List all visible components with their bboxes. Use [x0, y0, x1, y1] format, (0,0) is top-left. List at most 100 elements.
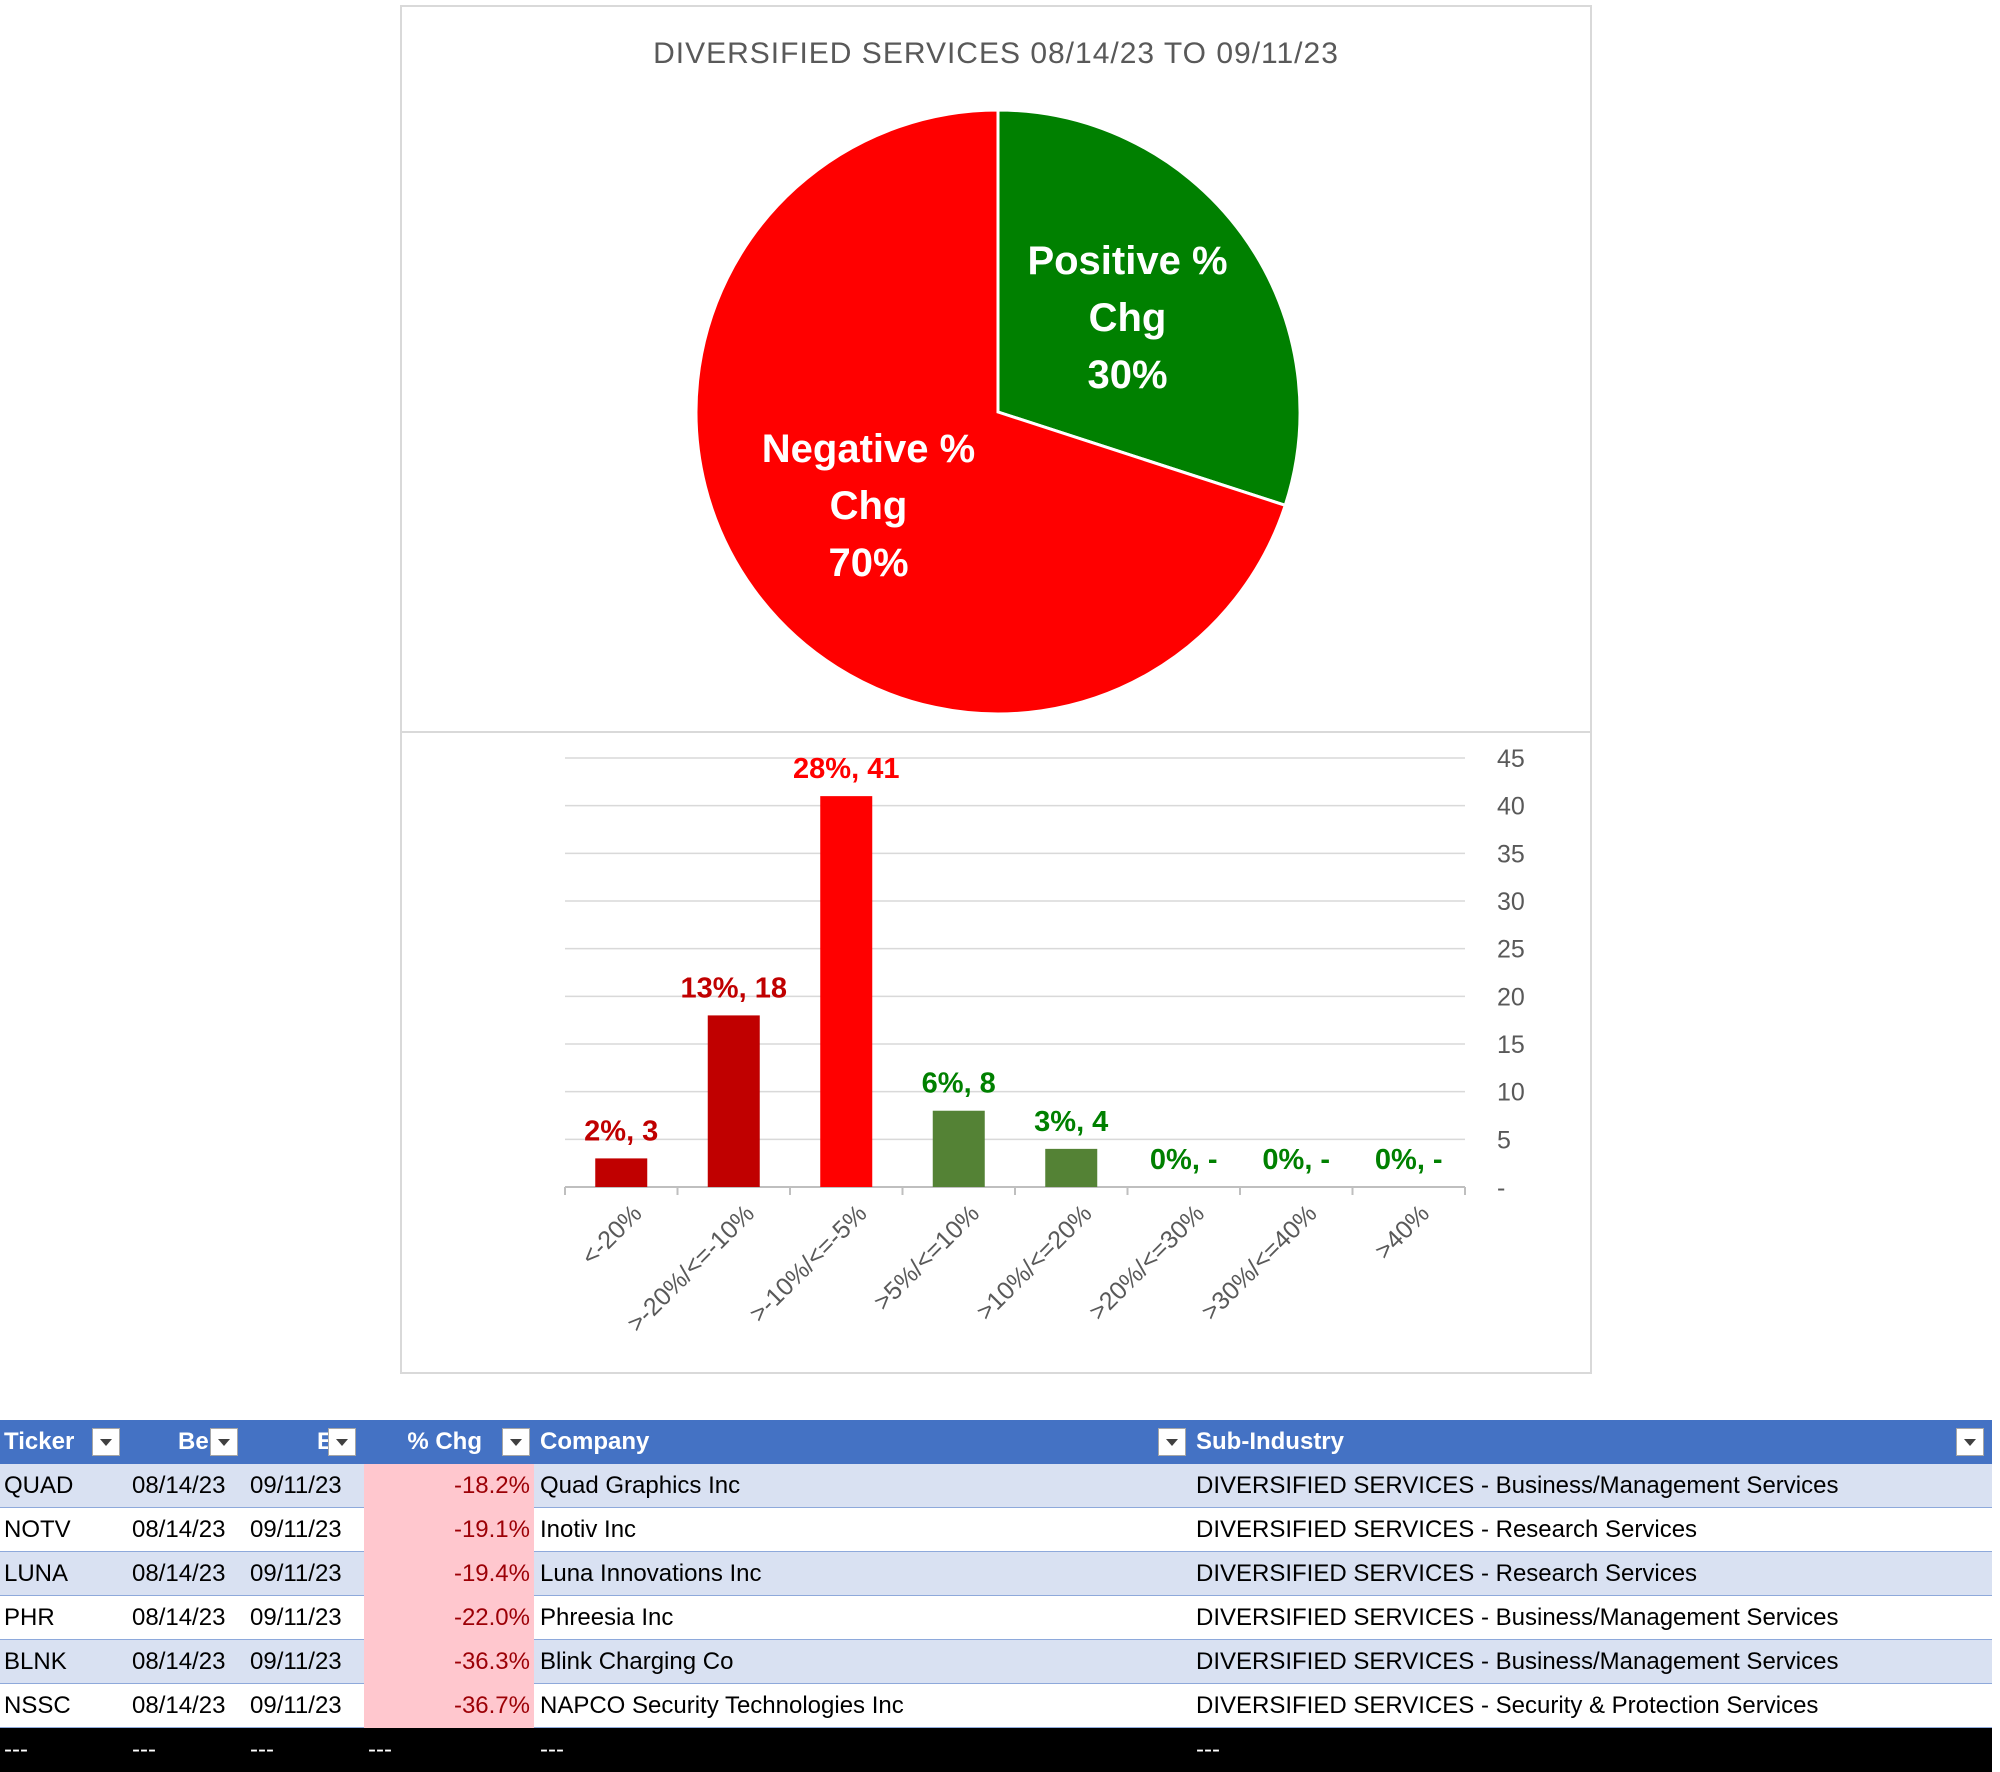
y-tick-label: 10 [1497, 1079, 1525, 1107]
pie-slice-label: Positive % Chg 30% [967, 233, 1287, 404]
table-total-row: --- --- --- --- --- --- [0, 1728, 1992, 1772]
pie-slice-label-line: Negative % [761, 427, 976, 472]
pie-chart-title: DIVERSIFIED SERVICES 08/14/23 TO 09/11/2… [653, 37, 1339, 70]
cell-end-date: 09/11/23 [250, 1604, 342, 1631]
y-tick-label: 45 [1497, 745, 1525, 773]
table-row[interactable]: QUAD 08/14/23 09/11/23 -18.2% Quad Graphics … [0, 1464, 1992, 1508]
cell-sub-industry: DIVERSIFIED SERVICES - Business/Manageme… [1196, 1472, 1839, 1499]
pie-slice-label-line: Positive % [1027, 238, 1228, 283]
filter-dropdown-icon[interactable] [210, 1428, 238, 1456]
x-category-label: >5%/<=10% [868, 1199, 985, 1316]
table-row[interactable]: PHR 08/14/23 09/11/23 -22.0% Phreesia Inc DIV… [0, 1596, 1992, 1640]
header-pct-chg[interactable]: % Chg [407, 1428, 482, 1455]
table-row[interactable]: NSSC 08/14/23 09/11/23 -36.7% NAPCO Security… [0, 1684, 1992, 1728]
table-row[interactable]: NOTV 08/14/23 09/11/23 -19.1% Inotiv Inc DIVE… [0, 1508, 1992, 1552]
cell-begin-date: 08/14/23 [132, 1692, 226, 1719]
pie-slice-label-line: 70% [828, 541, 909, 586]
cell-ticker: NOTV [4, 1516, 71, 1543]
header-end[interactable]: E [317, 1428, 331, 1455]
cell-pct-chg: -22.0% [364, 1596, 534, 1640]
bar-data-label: 0%, - [1150, 1144, 1218, 1176]
filter-dropdown-icon[interactable] [502, 1428, 530, 1456]
cell-begin-date: 08/14/23 [132, 1648, 226, 1675]
bar-data-label: 6%, 8 [922, 1068, 996, 1100]
cell-ticker: PHR [4, 1604, 55, 1631]
pie-slice-label-line: Chg [1088, 295, 1167, 340]
pie-slice-label-line: Chg [829, 484, 908, 529]
cell-sub-industry: DIVERSIFIED SERVICES - Research Services [1196, 1560, 1698, 1587]
filter-dropdown-icon[interactable] [328, 1428, 356, 1456]
x-category-label: >20%/<=30% [1084, 1199, 1210, 1325]
total-cell: --- [540, 1736, 564, 1763]
cell-ticker: NSSC [4, 1692, 71, 1719]
cell-begin-date: 08/14/23 [132, 1604, 226, 1631]
pie-slice-label-line: 30% [1087, 352, 1168, 397]
cell-end-date: 09/11/23 [250, 1692, 342, 1719]
bar-data-label: 13%, 18 [681, 972, 787, 1004]
y-tick-label: 30 [1497, 888, 1525, 916]
total-cell: --- [4, 1736, 28, 1763]
cell-ticker: QUAD [4, 1472, 74, 1499]
cell-begin-date: 08/14/23 [132, 1516, 226, 1543]
pie-chart-panel: DIVERSIFIED SERVICES 08/14/23 TO 09/11/2… [400, 5, 1592, 733]
pie-slice-label: Negative % Chg 70% [709, 421, 1029, 592]
bar-data-label: 0%, - [1375, 1144, 1443, 1176]
cell-ticker: BLNK [4, 1648, 67, 1675]
pie-slice [996, 108, 1302, 508]
cell-company: Phreesia Inc [540, 1604, 674, 1631]
bar-data-label: 28%, 41 [793, 753, 899, 785]
x-category-label: >-10%/<=-5% [744, 1199, 872, 1327]
y-tick-label: 5 [1497, 1126, 1511, 1154]
cell-pct-chg: -19.1% [364, 1508, 534, 1552]
y-tick-label: 35 [1497, 840, 1525, 868]
cell-company: Inotiv Inc [540, 1516, 637, 1543]
total-cell: --- [1196, 1736, 1220, 1763]
cell-begin-date: 08/14/23 [132, 1560, 226, 1587]
filter-dropdown-icon[interactable] [92, 1428, 120, 1456]
table-header-row: Ticker Be E % Chg Company Sub-Industry [0, 1420, 1992, 1464]
y-tick-label: 40 [1497, 793, 1525, 821]
table-row[interactable]: LUNA 08/14/23 09/11/23 -19.4% Luna Innovatio… [0, 1552, 1992, 1596]
x-category-label: >30%/<=40% [1196, 1199, 1322, 1325]
cell-company: Quad Graphics Inc [540, 1472, 741, 1499]
y-tick-label: - [1497, 1174, 1505, 1202]
cell-sub-industry: DIVERSIFIED SERVICES - Business/Manageme… [1196, 1648, 1839, 1675]
cell-company: Blink Charging Co [540, 1648, 734, 1675]
total-cell: --- [368, 1736, 392, 1763]
cell-end-date: 09/11/23 [250, 1472, 342, 1499]
cell-pct-chg: -36.7% [364, 1684, 534, 1728]
y-tick-label: 25 [1497, 936, 1525, 964]
cell-company: Luna Innovations Inc [540, 1560, 762, 1587]
bar-data-label: 3%, 4 [1034, 1106, 1108, 1138]
header-ticker[interactable]: Ticker [4, 1428, 75, 1455]
x-category-label: >40% [1369, 1199, 1435, 1265]
cell-pct-chg: -18.2% [364, 1464, 534, 1508]
cell-end-date: 09/11/23 [250, 1516, 342, 1543]
bar [932, 1110, 985, 1187]
cell-end-date: 09/11/23 [250, 1560, 342, 1587]
bar-data-label: 2%, 3 [584, 1115, 658, 1147]
filter-dropdown-icon[interactable] [1956, 1428, 1984, 1456]
cell-sub-industry: DIVERSIFIED SERVICES - Business/Manageme… [1196, 1604, 1839, 1631]
x-category-label: >10%/<=20% [971, 1199, 1097, 1325]
cell-pct-chg: -19.4% [364, 1552, 534, 1596]
bar [1045, 1148, 1098, 1187]
cell-company: NAPCO Security Technologies Inc [540, 1692, 904, 1719]
cell-pct-chg: -36.3% [364, 1640, 534, 1684]
total-cell: --- [132, 1736, 156, 1763]
pie-slice [694, 108, 1288, 716]
bar [595, 1158, 648, 1187]
header-begin[interactable]: Be [178, 1428, 208, 1455]
cell-sub-industry: DIVERSIFIED SERVICES - Research Services [1196, 1516, 1698, 1543]
filter-dropdown-icon[interactable] [1158, 1428, 1186, 1456]
pie-chart-svg [694, 108, 1302, 716]
table-row[interactable]: BLNK 08/14/23 09/11/23 -36.3% Blink Charging… [0, 1640, 1992, 1684]
x-category-label: <-20% [576, 1199, 647, 1270]
y-tick-label: 20 [1497, 983, 1525, 1011]
cell-sub-industry: DIVERSIFIED SERVICES - Security & Protec… [1196, 1692, 1819, 1719]
cell-end-date: 09/11/23 [250, 1648, 342, 1675]
bar [707, 1015, 760, 1187]
header-sub-industry[interactable]: Sub-Industry [1196, 1428, 1344, 1455]
header-company[interactable]: Company [540, 1428, 650, 1455]
